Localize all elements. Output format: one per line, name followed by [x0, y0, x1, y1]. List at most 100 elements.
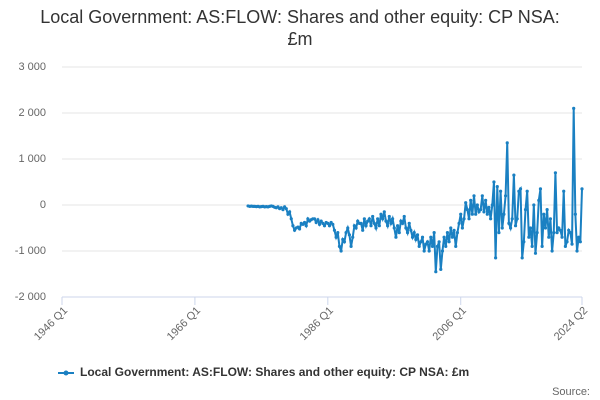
- point: [447, 240, 451, 244]
- point: [427, 249, 431, 253]
- point: [454, 244, 458, 248]
- point: [349, 244, 353, 248]
- point: [464, 201, 468, 205]
- point: [369, 224, 373, 228]
- y-tick-label: -1 000: [15, 245, 46, 257]
- point: [284, 207, 288, 211]
- point: [414, 237, 418, 242]
- point: [374, 226, 378, 230]
- point: [354, 226, 358, 230]
- point: [518, 187, 523, 191]
- point: [356, 219, 360, 223]
- point: [387, 214, 391, 219]
- point: [319, 219, 323, 223]
- point: [409, 228, 413, 232]
- point: [560, 235, 564, 239]
- point: [404, 226, 408, 230]
- point: [415, 233, 420, 237]
- point: [482, 210, 486, 214]
- point: [432, 231, 436, 235]
- point: [490, 203, 494, 207]
- point: [513, 224, 518, 228]
- x-tick-label: 2006 Q1: [431, 305, 469, 343]
- point: [322, 224, 327, 228]
- point: [533, 251, 538, 255]
- point: [515, 217, 519, 221]
- point: [565, 240, 569, 244]
- point: [336, 231, 340, 235]
- point: [500, 226, 504, 230]
- point: [480, 194, 484, 198]
- point: [395, 224, 400, 228]
- point: [412, 231, 416, 235]
- point: [304, 224, 308, 228]
- point: [552, 231, 556, 235]
- point: [485, 212, 489, 216]
- point: [548, 217, 553, 221]
- point: [361, 228, 365, 232]
- y-tick-label: 3 000: [18, 61, 46, 73]
- point: [467, 217, 471, 221]
- point: [435, 244, 440, 248]
- point: [484, 198, 488, 202]
- point: [366, 219, 370, 223]
- point: [405, 231, 410, 235]
- point: [459, 212, 463, 216]
- point: [417, 244, 421, 248]
- point: [391, 217, 395, 221]
- point: [462, 217, 466, 221]
- point: [381, 217, 385, 221]
- point: [522, 240, 526, 244]
- point: [460, 226, 464, 230]
- point: [437, 240, 441, 244]
- source: Source:: [552, 386, 590, 398]
- point: [470, 212, 474, 216]
- point: [452, 228, 456, 232]
- point: [505, 141, 509, 145]
- point: [302, 220, 307, 225]
- point: [382, 210, 386, 214]
- point: [297, 227, 302, 231]
- point: [537, 198, 541, 202]
- point: [400, 221, 405, 225]
- point: [394, 235, 398, 239]
- point: [540, 244, 544, 248]
- point: [557, 226, 561, 230]
- point: [495, 185, 499, 189]
- point: [472, 194, 476, 198]
- point: [497, 231, 501, 235]
- point: [352, 224, 356, 228]
- y-tick-label: -2 000: [15, 291, 46, 303]
- point: [573, 212, 577, 216]
- point: [339, 249, 343, 253]
- point: [399, 219, 403, 223]
- point: [384, 219, 388, 223]
- point: [477, 210, 481, 214]
- x-tick-label: 1946 Q1: [32, 305, 70, 343]
- point: [281, 208, 285, 212]
- point: [530, 244, 534, 248]
- point: [429, 235, 433, 239]
- point: [455, 231, 459, 235]
- point: [508, 226, 513, 230]
- point: [527, 235, 531, 239]
- point: [332, 228, 337, 232]
- point: [314, 220, 318, 225]
- point: [528, 226, 533, 230]
- point: [289, 217, 293, 221]
- point: [317, 222, 322, 226]
- point: [359, 221, 363, 225]
- point: [532, 203, 536, 207]
- point: [444, 244, 448, 248]
- y-tick-label: 0: [40, 199, 46, 211]
- point: [337, 244, 342, 248]
- point: [306, 217, 310, 221]
- point: [520, 256, 524, 260]
- point: [372, 221, 376, 225]
- point: [577, 235, 581, 239]
- point: [407, 221, 411, 225]
- point: [367, 217, 371, 221]
- point: [371, 214, 375, 219]
